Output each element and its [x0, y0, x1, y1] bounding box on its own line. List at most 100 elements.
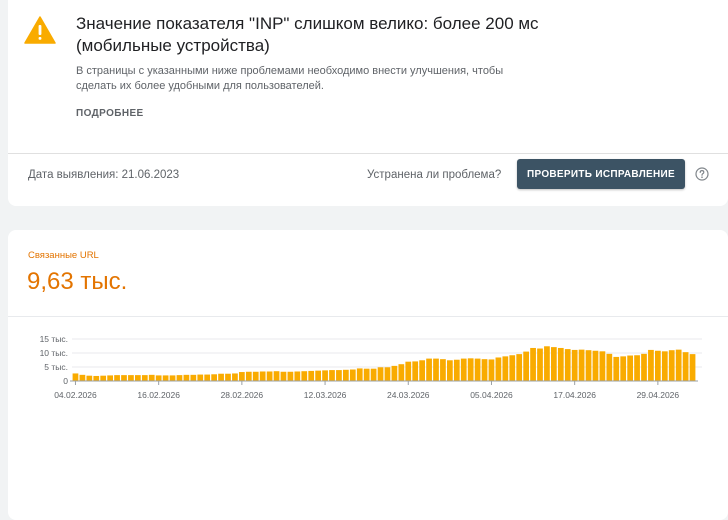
issue-description: В страницы с указанными ниже проблемами … [76, 65, 504, 92]
chart-bar [537, 348, 543, 381]
chart-bar [426, 358, 432, 381]
chart-bar [79, 374, 86, 381]
chart-bar [523, 351, 529, 381]
issue-card: Значение показателя "INP" слишком велико… [8, 0, 728, 206]
chart-bar [294, 371, 301, 381]
chart-divider [8, 316, 728, 317]
chart-bar [467, 358, 474, 381]
chart-bar [398, 364, 405, 381]
chart-bar [121, 375, 127, 381]
chart-bar [648, 349, 654, 381]
chart-bar [176, 375, 183, 381]
chart-bar [516, 354, 523, 381]
x-tick-label: 17.04.2026 [553, 390, 596, 400]
chart-bar [162, 375, 169, 381]
chart-bar [107, 375, 113, 381]
chart-bar [343, 369, 349, 381]
chart-bar [509, 355, 516, 381]
chart-bar [259, 371, 266, 381]
warning-triangle-icon [24, 16, 56, 44]
issue-title: Значение показателя "INP" слишком велико… [76, 14, 539, 55]
chart-bar [433, 358, 439, 381]
chart-bar [218, 373, 224, 381]
x-tick-label: 12.03.2026 [304, 390, 347, 400]
chart-bar [453, 359, 460, 381]
chart-bar [377, 367, 384, 381]
chart-bar [405, 361, 412, 381]
validate-fix-button[interactable]: ПРОВЕРИТЬ ИСПРАВЛЕНИЕ [517, 159, 685, 189]
chart-bar [502, 356, 509, 381]
chart-bar [474, 358, 481, 381]
chart-bar [287, 371, 294, 381]
chart-bar [155, 375, 162, 381]
y-tick-label: 15 тыс. [40, 334, 68, 344]
chart-bar [571, 349, 578, 381]
chart-bar [329, 370, 335, 381]
chart-bar [301, 371, 308, 381]
x-tick-label: 24.03.2026 [387, 390, 430, 400]
chart-bar [204, 374, 211, 381]
chart-bar [197, 374, 204, 381]
chart-bar [349, 369, 356, 381]
chart-bar [370, 368, 377, 381]
chart-bar [551, 347, 557, 381]
chart-bar [460, 358, 467, 381]
chart-bar [557, 347, 564, 381]
chart-bar [315, 370, 321, 381]
chart-bar [495, 357, 502, 381]
affected-urls-card: Связанные URL 9,63 тыс. 0 5 тыс. 10 тыс. 15… [8, 230, 728, 520]
chart-bar [419, 360, 425, 381]
chart-bar [447, 360, 453, 381]
chart-bar [148, 374, 155, 381]
chart-bar [183, 374, 190, 381]
detection-date: Дата выявления: 21.06.2023 [28, 169, 180, 181]
chart-bar [682, 352, 689, 381]
chart-bar [627, 355, 633, 381]
chart-bar [252, 371, 259, 381]
x-tick-label: 28.02.2026 [221, 390, 264, 400]
chart-bar [689, 354, 696, 381]
learn-more-link[interactable]: ПОДРОБНЕЕ [76, 108, 144, 119]
chart-bar [641, 353, 647, 381]
chart-bar [481, 359, 488, 381]
chart-bar [356, 368, 363, 381]
y-tick-label: 10 тыс. [40, 348, 68, 358]
chart-bar [530, 347, 536, 381]
x-tick-label: 29.04.2026 [637, 390, 680, 400]
chart-bar [169, 375, 176, 381]
y-tick-label: 5 тыс. [44, 362, 68, 372]
chart-bar [440, 359, 446, 381]
chart-bar [239, 372, 245, 381]
chart-bar [544, 346, 550, 381]
chart-bar [72, 373, 79, 381]
chart-bar [661, 351, 668, 381]
chart-bar [93, 375, 100, 381]
chart-bar [100, 375, 107, 381]
chart-bar [363, 368, 370, 381]
chart-bar [245, 371, 252, 381]
chart-bar [273, 371, 280, 381]
chart-bar [211, 374, 217, 381]
chart-bar [613, 356, 620, 381]
help-circle-icon[interactable] [695, 167, 709, 181]
chart-bar [391, 365, 398, 381]
chart-bar [190, 374, 197, 381]
chart-bar [114, 375, 120, 381]
chart-bar [564, 349, 571, 381]
chart-bar [128, 375, 134, 381]
x-tick-label: 05.04.2026 [470, 390, 513, 400]
chart-bar [488, 359, 495, 381]
chart-bar [592, 350, 599, 381]
chart-bar [585, 350, 592, 381]
chart-bar [232, 373, 238, 381]
chart-bar [599, 351, 606, 381]
chart-bar [225, 373, 231, 381]
chart-bar [620, 356, 627, 381]
chart-bar [280, 371, 287, 381]
chart-bar [655, 350, 661, 381]
chart-bar [322, 370, 328, 381]
chart-bar [308, 370, 315, 381]
x-tick-label: 16.02.2026 [137, 390, 180, 400]
chart-bar [675, 349, 682, 381]
divider [8, 153, 728, 154]
